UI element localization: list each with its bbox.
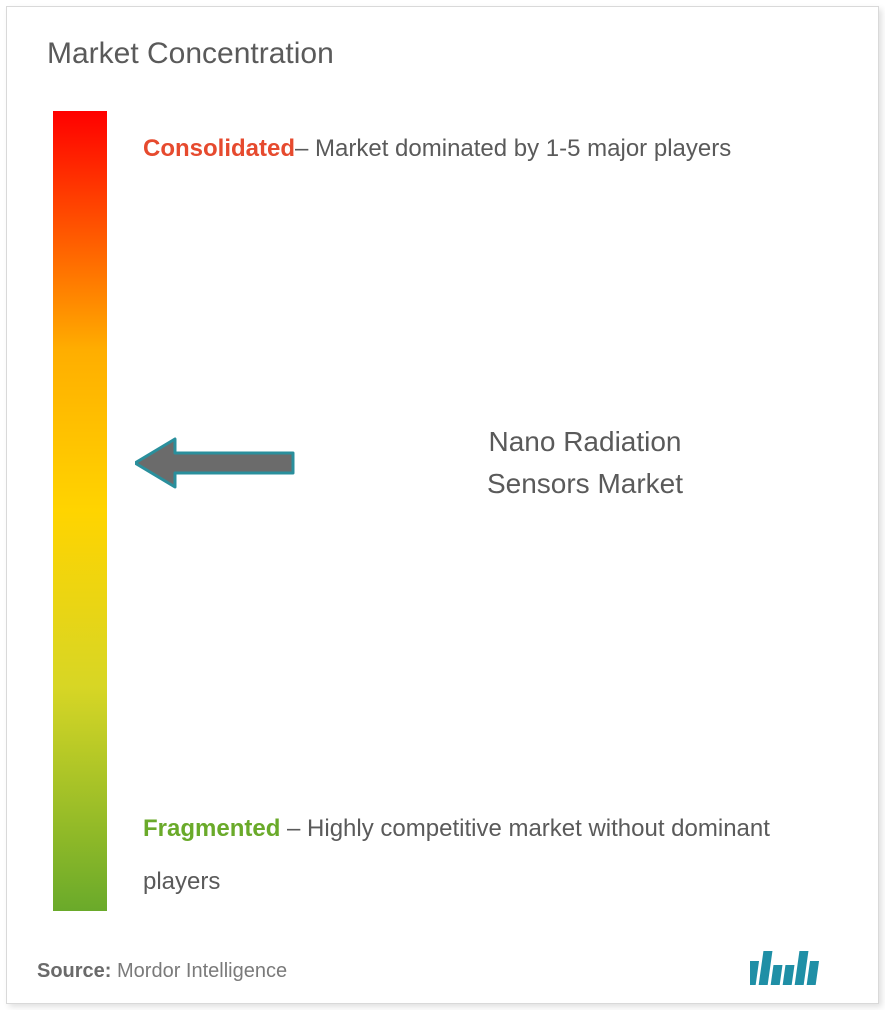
mordor-logo-icon: [750, 947, 830, 987]
chart-title: Market Concentration: [47, 37, 334, 71]
fragmented-description: Fragmented – Highly competitive market w…: [143, 803, 843, 909]
concentration-gradient-bar: [53, 111, 107, 911]
fragmented-term: Fragmented: [143, 815, 280, 842]
consolidated-term: Consolidated: [143, 135, 295, 162]
consolidated-description: Consolidated– Market dominated by 1-5 ma…: [143, 123, 843, 176]
source-attribution: Source: Mordor Intelligence: [37, 960, 848, 983]
market-position-arrow-icon: [135, 435, 295, 491]
source-label: Source:: [37, 960, 111, 982]
source-value: Mordor Intelligence: [111, 960, 287, 982]
consolidated-desc-text: – Market dominated by 1-5 major players: [295, 135, 731, 162]
market-name-label: Nano Radiation Sensors Market: [445, 421, 725, 505]
infographic-card: Market Concentration Consolidated– Marke…: [6, 6, 879, 1004]
